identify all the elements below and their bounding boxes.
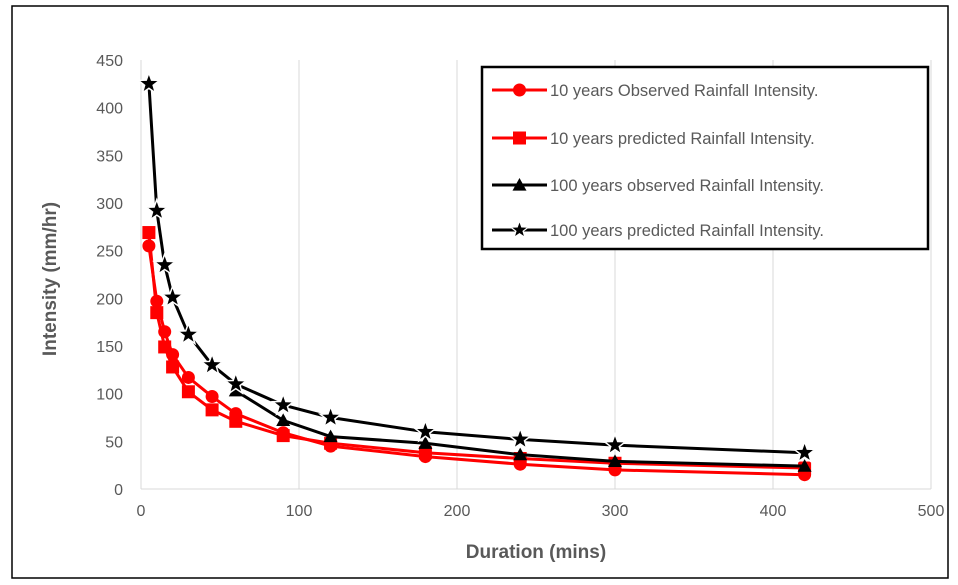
data-point-star: [199, 351, 225, 376]
legend-label: 100 years observed Rainfall Intensity.: [550, 177, 824, 195]
data-point-triangle: [513, 447, 528, 461]
legend-item: 10 years Observed Rainfall Intensity.: [492, 82, 818, 100]
data-point-square: [205, 403, 219, 417]
legend: 10 years Observed Rainfall Intensity. 10 …: [480, 65, 930, 251]
data-point-star: [412, 418, 438, 443]
data-point-star: [152, 251, 178, 276]
legend-label: 10 years predicted Rainfall Intensity.: [550, 130, 815, 148]
data-point-star: [602, 431, 628, 456]
y-tick-label: 0: [114, 482, 123, 499]
data-point-star: [270, 391, 296, 416]
data-point-square: [181, 385, 195, 399]
series-3: [228, 383, 812, 472]
legend-item: 100 years predicted Rainfall Intensity.: [492, 218, 824, 240]
data-point-star: [160, 284, 186, 309]
legend-marker: [513, 131, 526, 145]
data-point-triangle: [418, 436, 433, 449]
x-tick-label: 400: [760, 503, 787, 520]
x-tick-label: 100: [286, 503, 313, 520]
legend-marker: [508, 218, 531, 240]
data-point-star: [175, 321, 201, 346]
legend-item: 10 years predicted Rainfall Intensity.: [492, 130, 815, 148]
y-tick-label: 150: [96, 339, 123, 356]
x-tick-label: 200: [444, 503, 471, 520]
data-point-triangle: [276, 413, 291, 426]
legend-label: 100 years predicted Rainfall Intensity.: [550, 222, 824, 240]
data-point-square: [229, 414, 243, 428]
y-tick-label: 200: [96, 291, 123, 308]
x-tick-label: 500: [918, 503, 945, 520]
data-point-triangle: [608, 454, 622, 467]
data-point-circle: [181, 370, 195, 384]
y-axis-title: Intensity (mm/hr): [40, 202, 61, 356]
data-point-square: [418, 446, 432, 460]
legend-marker: [513, 83, 526, 97]
legend-item: 100 years observed Rainfall Intensity.: [492, 177, 824, 195]
data-point-circle: [205, 390, 219, 404]
data-point-triangle: [323, 429, 338, 443]
y-tick-label: 400: [96, 101, 123, 118]
y-tick-label: 250: [96, 244, 123, 261]
y-tick-label: 450: [96, 53, 123, 70]
data-point-square: [150, 306, 164, 320]
data-point-star: [318, 404, 344, 429]
data-point-star: [144, 197, 170, 222]
x-tick-label: 0: [137, 503, 146, 520]
data-point-triangle: [797, 459, 812, 472]
x-tick-label: 300: [602, 503, 629, 520]
legend-marker: [512, 178, 527, 191]
y-tick-label: 100: [96, 387, 123, 404]
data-point-star: [136, 70, 162, 95]
y-tick-label: 300: [96, 196, 123, 213]
data-point-triangle: [228, 383, 243, 397]
data-point-square: [276, 429, 290, 443]
data-point-star: [792, 439, 818, 464]
data-point-square: [158, 340, 172, 354]
legend-label: 10 years Observed Rainfall Intensity.: [550, 82, 818, 100]
legend-box: [480, 65, 930, 251]
data-point-square: [166, 360, 180, 374]
y-tick-label: 50: [105, 434, 123, 451]
series-4: [136, 70, 818, 464]
data-point-star: [507, 426, 533, 451]
series-group: [136, 70, 818, 482]
data-point-square: [142, 226, 156, 240]
data-point-star: [223, 370, 249, 395]
tick-labels: 0 100 200 300 400 500 0 50 100 150 200 250 300 350 400…: [96, 53, 944, 520]
y-tick-label: 350: [96, 148, 123, 165]
x-axis-title: Duration (mins): [466, 542, 606, 563]
